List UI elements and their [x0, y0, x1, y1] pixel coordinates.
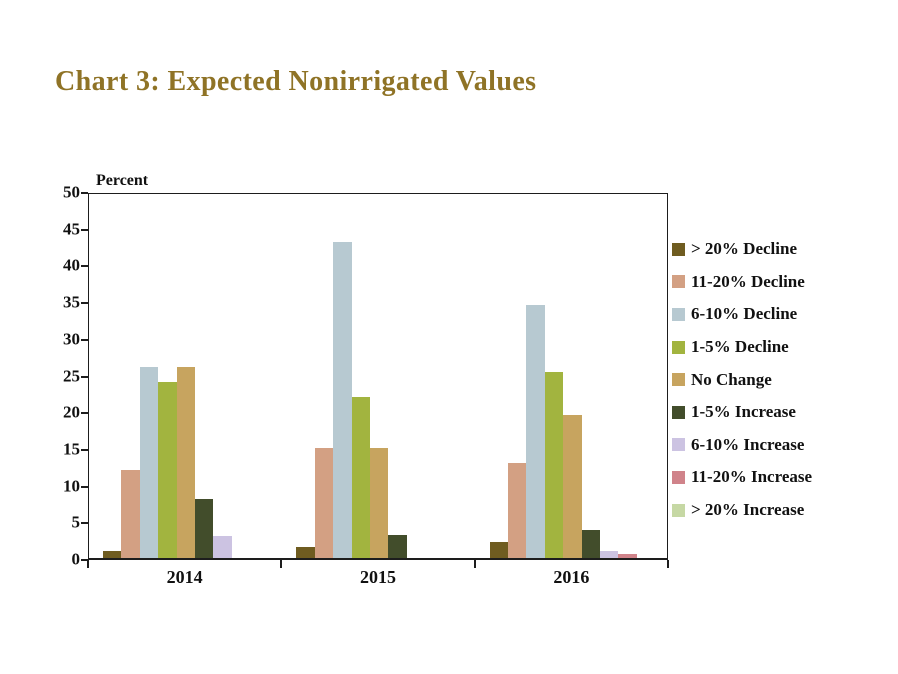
bar-2016-11-20-decline: [508, 462, 527, 558]
legend-item-20-increase: > 20% Increase: [672, 494, 812, 527]
bar-2015-no-change: [369, 447, 389, 558]
y-tick-label: 40: [63, 255, 80, 275]
bar-2016-11-20-increase: [618, 554, 637, 558]
y-tick-label: 20: [63, 402, 80, 422]
y-tick-mark: [81, 485, 88, 488]
legend-swatch-icon: [672, 470, 685, 484]
legend: > 20% Decline 11-20% Decline 6-10% Decline…: [672, 233, 812, 526]
x-tick-mark: [280, 560, 283, 568]
bar-2014-1-5-increase: [195, 499, 214, 558]
y-tick-label: 0: [71, 549, 81, 569]
y-tick-label: 5: [71, 512, 81, 532]
y-tick-label: 25: [63, 366, 80, 386]
y-tick-label: 45: [63, 219, 80, 239]
bar-2014-20-decline: [103, 550, 122, 558]
bar-2016-1-5-decline: [544, 372, 564, 558]
legend-item-11-20-decline: 11-20% Decline: [672, 266, 812, 299]
bar-2016-6-10-decline: [526, 304, 545, 558]
legend-swatch-icon: [672, 373, 685, 387]
bar-2015-6-10-decline: [333, 242, 352, 558]
x-axis-label-2014: 2014: [166, 567, 203, 587]
bar-2015-1-5-increase: [388, 534, 407, 558]
y-tick-mark: [81, 228, 88, 231]
y-tick-mark: [81, 302, 88, 305]
y-tick-mark: [81, 522, 88, 525]
y-tick-mark: [81, 265, 88, 268]
x-axis-label-2016: 2016: [553, 567, 590, 587]
legend-swatch-icon: [672, 242, 685, 256]
bar-2015-11-20-decline: [314, 447, 334, 558]
bar-2016-6-10-increase: [600, 550, 619, 558]
y-axis-title: Percent: [96, 172, 149, 189]
bar-2014-11-20-decline: [121, 469, 140, 558]
y-tick-mark: [81, 412, 88, 415]
y-tick-label: 15: [63, 439, 80, 459]
legend-label: 11-20% Increase: [691, 467, 813, 487]
bar-2016-no-change: [563, 414, 582, 558]
bar-2016-1-5-increase: [581, 530, 601, 558]
legend-item-11-20-increase: 11-20% Increase: [672, 461, 812, 494]
legend-item-6-10-decline: 6-10% Decline: [672, 298, 812, 331]
legend-swatch-icon: [672, 307, 685, 321]
y-tick-mark: [81, 448, 88, 451]
legend-item-20-decline: > 20% Decline: [672, 233, 812, 266]
plot-area: [88, 193, 668, 560]
y-tick-mark: [81, 338, 88, 341]
legend-item-1-5-decline: 1-5% Decline: [672, 331, 812, 364]
legend-item-1-5-increase: 1-5% Increase: [672, 396, 812, 429]
y-tick-mark: [81, 375, 88, 378]
legend-label: > 20% Increase: [691, 500, 805, 520]
legend-item-no-change: No Change: [672, 363, 812, 396]
bar-2014-6-10-decline: [139, 367, 159, 558]
y-tick-mark: [81, 559, 88, 561]
legend-label: 11-20% Decline: [691, 271, 805, 291]
legend-label: 6-10% Decline: [691, 304, 798, 324]
x-tick-mark: [87, 560, 89, 568]
legend-swatch-icon: [672, 503, 685, 517]
x-axis-label-2015: 2015: [360, 567, 396, 587]
legend-label: No Change: [691, 369, 772, 389]
legend-swatch-icon: [672, 405, 685, 419]
x-tick-mark: [473, 560, 476, 568]
y-tick-label: 50: [63, 182, 80, 202]
bar-2016-20-decline: [489, 541, 509, 558]
bar-2015-1-5-decline: [351, 396, 370, 558]
legend-swatch-icon: [672, 340, 685, 354]
legend-swatch-icon: [672, 275, 685, 289]
legend-label: 1-5% Increase: [691, 402, 796, 422]
legend-item-6-10-increase: 6-10% Increase: [672, 429, 812, 462]
y-tick-label: 30: [63, 329, 80, 349]
y-tick-mark: [81, 192, 88, 194]
chart-title: Chart 3: Expected Nonirrigated Values: [55, 66, 537, 97]
x-tick-mark: [667, 560, 669, 568]
legend-swatch-icon: [672, 438, 685, 452]
bar-2014-1-5-decline: [158, 381, 177, 558]
legend-label: 6-10% Increase: [691, 434, 805, 454]
legend-label: 1-5% Decline: [691, 337, 789, 357]
bar-2014-no-change: [176, 367, 195, 558]
bar-2014-6-10-increase: [213, 535, 232, 558]
y-tick-label: 10: [63, 476, 80, 496]
bar-2015-20-decline: [296, 547, 315, 558]
legend-label: > 20% Decline: [691, 239, 798, 259]
y-tick-label: 35: [63, 292, 80, 312]
